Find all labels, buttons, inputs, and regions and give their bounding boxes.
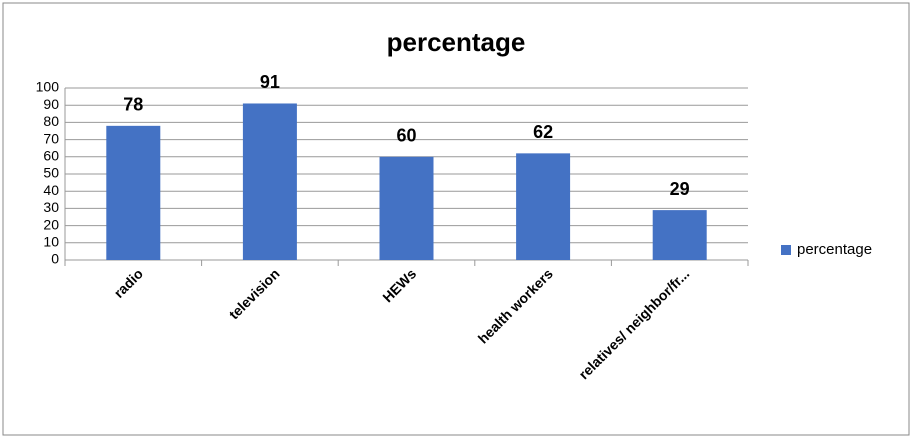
data-label: 62 xyxy=(533,122,553,142)
bar xyxy=(516,153,571,260)
y-tick-label: 80 xyxy=(43,113,59,129)
data-label: 29 xyxy=(670,179,690,199)
y-tick-label: 50 xyxy=(43,165,59,181)
bar xyxy=(242,103,297,260)
data-label: 91 xyxy=(260,72,280,92)
bar xyxy=(106,125,161,260)
y-tick-label: 0 xyxy=(51,251,59,267)
legend-label: percentage xyxy=(797,241,872,258)
y-tick-label: 30 xyxy=(43,199,59,215)
y-tick-label: 20 xyxy=(43,216,59,232)
bar xyxy=(652,210,707,260)
y-tick-label: 90 xyxy=(43,96,59,112)
data-label: 78 xyxy=(123,95,143,115)
chart-title: percentage xyxy=(387,27,526,57)
y-tick-label: 100 xyxy=(36,79,60,95)
data-label: 60 xyxy=(396,126,416,146)
y-tick-label: 70 xyxy=(43,130,59,146)
y-tick-label: 40 xyxy=(43,182,59,198)
legend-swatch xyxy=(781,245,791,255)
y-tick-label: 60 xyxy=(43,148,59,164)
bar xyxy=(379,156,434,260)
y-tick-label: 10 xyxy=(43,234,59,250)
